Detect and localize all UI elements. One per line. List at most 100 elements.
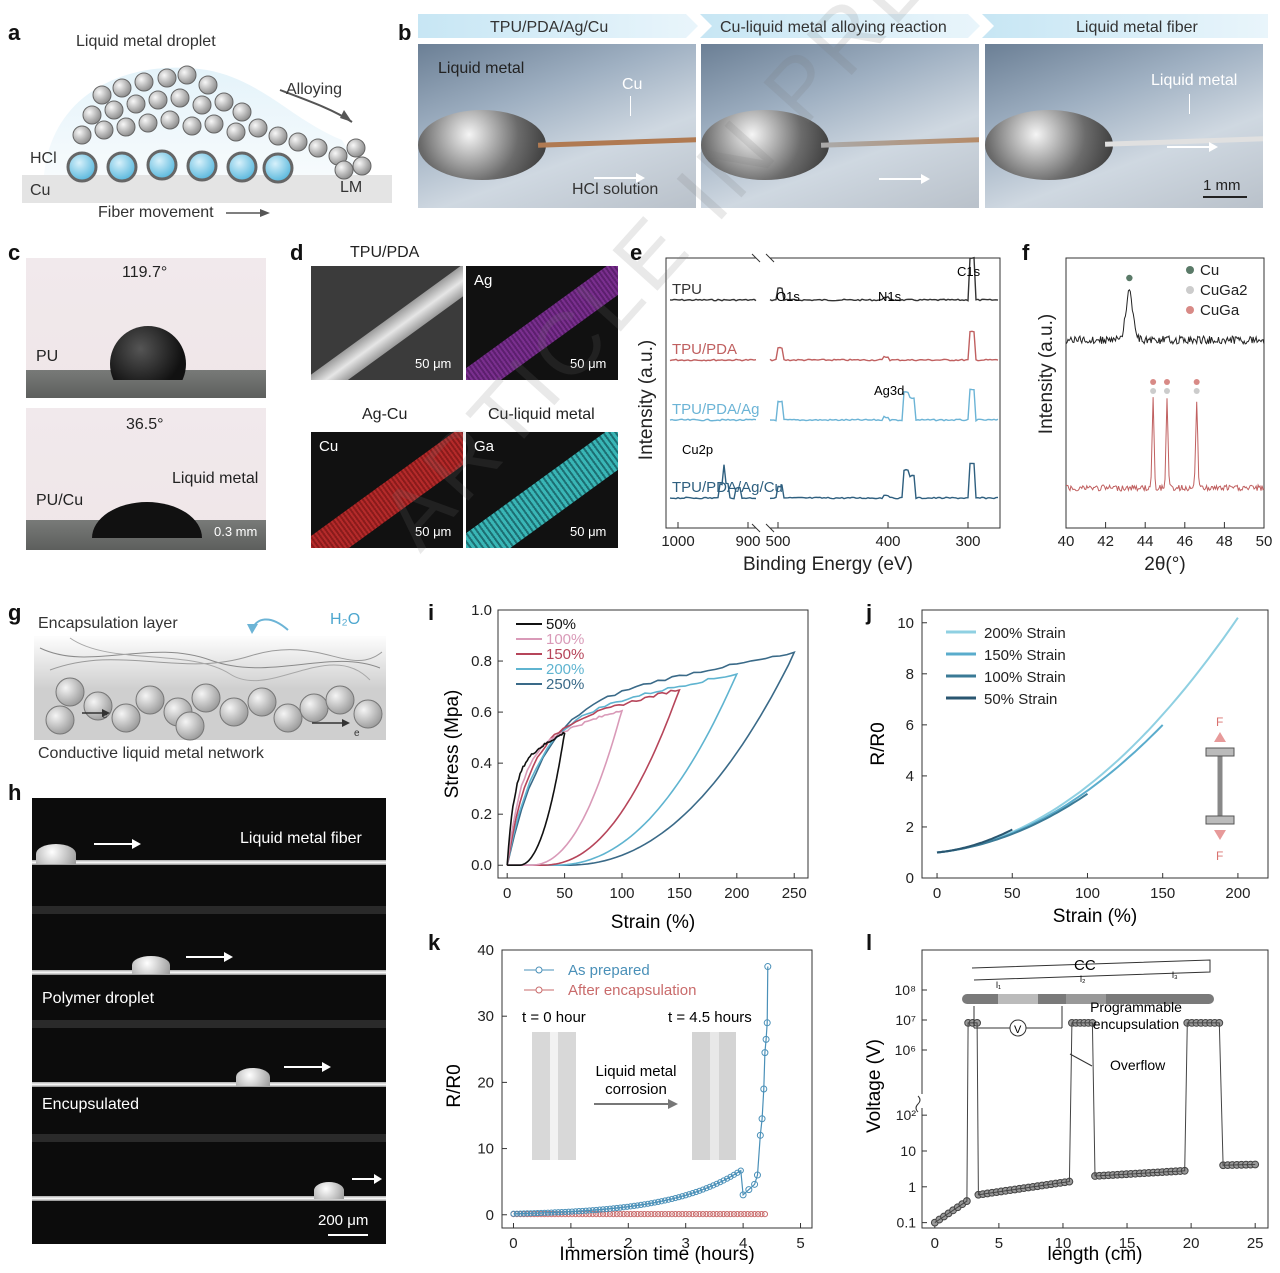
i-xtick-label-4: 200: [724, 885, 749, 902]
k-pt-encap: [741, 1211, 748, 1218]
f-ylabel: Intensity (a.u.): [1036, 314, 1057, 434]
e-break-mark-4: [765, 523, 775, 533]
panel-label-l: l: [866, 930, 873, 955]
arrow-3-head: [1209, 142, 1218, 152]
label-overflow: Overflow: [1110, 1057, 1166, 1073]
k-pt-encap: [706, 1211, 713, 1218]
l-xtick-label-3: 15: [1119, 1235, 1136, 1252]
k-legend-label-0: As prepared: [568, 962, 650, 979]
k-pt-prep: [682, 1192, 689, 1199]
k-pt-encap: [637, 1211, 645, 1218]
grip-bottom: [1205, 815, 1235, 825]
e-break-mark-3: [751, 523, 761, 533]
chart-k: 0 1 2 3 4 5 0 10 20 30 40 t = 0 hour t = 4.5 hours…: [444, 942, 813, 1265]
k-pt-prep: [689, 1190, 696, 1197]
panel-g-schematic: e e Encapsulation layer H₂O Conductive l…: [34, 611, 386, 762]
i-legend-label-0: 50%: [546, 616, 576, 633]
e-ylabel: Intensity (a.u.): [636, 340, 657, 460]
panel-label-c: c: [8, 240, 21, 265]
f-legend-dot-1: [1186, 286, 1194, 294]
j-ytick-label-1: 2: [906, 819, 914, 836]
k-pt-encap: [717, 1211, 724, 1218]
j-legend-label-0: 200% Strain: [984, 625, 1066, 642]
k-xtick-label-3: 3: [682, 1235, 690, 1252]
k-pt-prep: [699, 1186, 707, 1193]
sem-tpu-pda: 50 μm: [311, 266, 463, 380]
k-pt-encap: [723, 1211, 731, 1218]
h-divider-2: [32, 1020, 386, 1028]
k-pt-encap: [751, 1211, 758, 1218]
label-alloying: Alloying: [286, 81, 342, 98]
step-1-label: TPU/PDA/Ag/Cu: [490, 19, 608, 36]
electron-arrowhead-2: [342, 719, 350, 727]
k-pt-encap: [661, 1211, 669, 1218]
k-pt-encap: [648, 1211, 655, 1218]
k-pt-encap: [720, 1211, 727, 1218]
i-legend-label-3: 200%: [546, 661, 584, 678]
f-marker-cu: [1126, 274, 1133, 282]
scale-d3: 50 μm: [415, 524, 452, 539]
polymer-chain-2: [49, 649, 383, 671]
scale-bar-c-label: 0.3 mm: [214, 524, 258, 539]
overflow-pointer: [1069, 1053, 1093, 1067]
k-legend-dot-0: [535, 966, 543, 974]
k-pt-encap: [734, 1211, 741, 1218]
l-ytick-label-2: 10: [900, 1143, 916, 1159]
g-ball-8: [273, 703, 303, 733]
panel-a-schematic: Liquid metal droplet Alloying HCl Cu LM …: [22, 33, 392, 221]
k-line-prep: [513, 966, 769, 1215]
g-ball-13: [175, 711, 205, 741]
force-label-top: F: [1216, 715, 1223, 729]
i-xtick-label-1: 50: [556, 885, 573, 902]
label-t0: t = 0 hour: [522, 1009, 586, 1026]
f-legend-label-2: CuGa: [1200, 302, 1240, 319]
label-cu-wire: Cu: [622, 76, 643, 93]
i-ytick-label-3: 0.6: [471, 704, 492, 721]
e-xtick-label-4: 300: [955, 533, 980, 550]
j-series-0: [936, 617, 1239, 854]
k-pt-encap: [748, 1211, 755, 1218]
k-pt-encap: [744, 1211, 751, 1218]
i-ytick-label-2: 0.4: [471, 755, 492, 772]
f-xlabel: 2θ(°): [1144, 554, 1185, 575]
l-xtick-label-1: 5: [995, 1235, 1003, 1252]
contact-angle-1: 119.7°: [122, 264, 168, 281]
i-series-4: [506, 650, 796, 867]
label-liquid-metal: Liquid metal: [438, 60, 525, 77]
k-pt-encap: [634, 1211, 641, 1218]
e-ann-ag3d: Ag3d: [874, 383, 904, 398]
j-legend-label-2: 100% Strain: [984, 669, 1066, 686]
e-xtick-label-3: 400: [875, 533, 900, 550]
label-t45: t = 4.5 hours: [668, 1009, 752, 1026]
g-ball-5: [191, 683, 221, 713]
d-header-3: Cu-liquid metal: [488, 406, 595, 423]
inset-arrowhead: [668, 1099, 678, 1109]
j-ytick-label-3: 6: [906, 717, 914, 734]
label-l3: l₃: [1172, 970, 1178, 980]
photo-b1: Liquid metal Cu HCl solution: [418, 44, 696, 208]
step-arrow-2: [700, 14, 980, 38]
fiber-h1: [32, 860, 386, 865]
k-pt-prep: [717, 1179, 724, 1186]
k-pt-encap: [668, 1211, 676, 1218]
e-break-mark-1: [751, 253, 761, 263]
k-xtick-label-1: 1: [567, 1235, 575, 1252]
label-pucu: PU/Cu: [36, 492, 84, 509]
j-xtick-label-1: 50: [1004, 885, 1021, 902]
step-2-label: Cu-liquid metal alloying reaction: [720, 19, 947, 36]
j-series-1: [936, 724, 1164, 854]
f-marker-cuga-1: [1163, 379, 1170, 385]
k-pt-prep: [727, 1173, 734, 1180]
label-lm-network: Conductive liquid metal network: [38, 745, 265, 762]
k-ytick-label-0: 0: [486, 1207, 494, 1224]
l-ytick-label-6: 10⁸: [895, 982, 917, 998]
k-pt-encap: [596, 1211, 603, 1218]
droplet-c1: [110, 326, 186, 380]
drop-h4: [314, 1182, 344, 1199]
photo-b2: [701, 44, 979, 208]
panel-label-d: d: [290, 240, 304, 265]
e-series-1: [669, 330, 999, 362]
k-xtick-label-2: 2: [624, 1235, 632, 1252]
programmable-line-1: encupsulation: [1093, 1016, 1179, 1032]
e-xlabel: Binding Energy (eV): [743, 554, 913, 575]
